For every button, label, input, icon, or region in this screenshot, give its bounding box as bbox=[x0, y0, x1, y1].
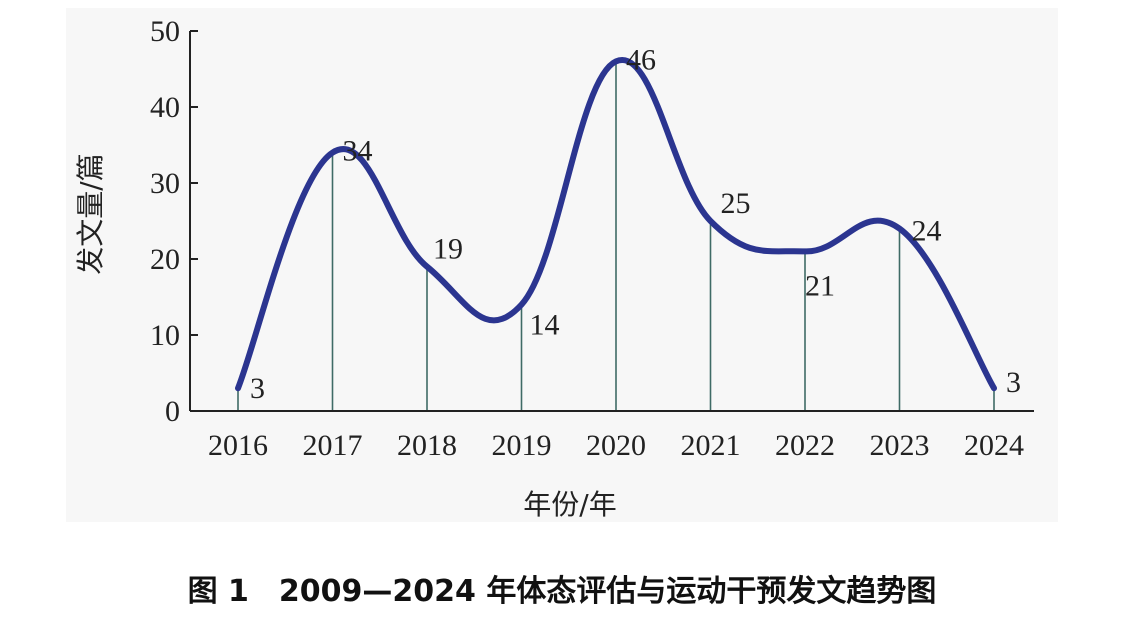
data-label: 21 bbox=[805, 269, 835, 302]
data-label: 3 bbox=[1006, 366, 1021, 399]
data-label: 3 bbox=[250, 372, 265, 405]
chart-area bbox=[66, 8, 1058, 522]
data-label: 25 bbox=[721, 187, 751, 220]
x-axis-title: 年份/年 bbox=[523, 488, 616, 521]
y-tick-label: 0 bbox=[165, 395, 180, 428]
x-tick-label: 2016 bbox=[208, 429, 268, 462]
x-tick-label: 2020 bbox=[586, 429, 646, 462]
x-tick-label: 2019 bbox=[492, 429, 552, 462]
y-tick-label: 50 bbox=[150, 15, 180, 48]
y-ticks: 0 10 20 30 40 50 bbox=[150, 15, 198, 428]
data-label: 34 bbox=[343, 135, 373, 168]
y-tick-label: 40 bbox=[150, 91, 180, 124]
y-tick-label: 10 bbox=[150, 319, 180, 352]
y-axis-title: 发文量/篇 bbox=[74, 153, 107, 274]
x-tick-label: 2022 bbox=[775, 429, 835, 462]
data-label: 24 bbox=[912, 215, 942, 248]
x-tick-label: 2021 bbox=[681, 429, 741, 462]
series-line bbox=[235, 57, 997, 392]
figure-caption: 图 1 2009—2024 年体态评估与运动干预发文趋势图 bbox=[187, 574, 937, 609]
x-ticks: 2016 2017 2018 2019 2020 2021 2022 2023 2024 bbox=[208, 429, 1024, 462]
x-tick-label: 2024 bbox=[964, 429, 1024, 462]
data-label: 14 bbox=[530, 309, 560, 342]
y-tick-label: 20 bbox=[150, 243, 180, 276]
y-tick-label: 30 bbox=[150, 167, 180, 200]
x-tick-label: 2017 bbox=[303, 429, 363, 462]
data-labels: 3 34 19 14 46 25 21 24 3 bbox=[250, 43, 1021, 405]
x-tick-label: 2023 bbox=[870, 429, 930, 462]
x-tick-label: 2018 bbox=[397, 429, 457, 462]
drop-lines bbox=[237, 61, 995, 411]
data-label: 19 bbox=[433, 233, 463, 266]
data-label: 46 bbox=[626, 43, 656, 76]
line-chart: 0 10 20 30 40 50 2016 2017 2018 2019 2020 2021 2022… bbox=[74, 15, 1034, 521]
